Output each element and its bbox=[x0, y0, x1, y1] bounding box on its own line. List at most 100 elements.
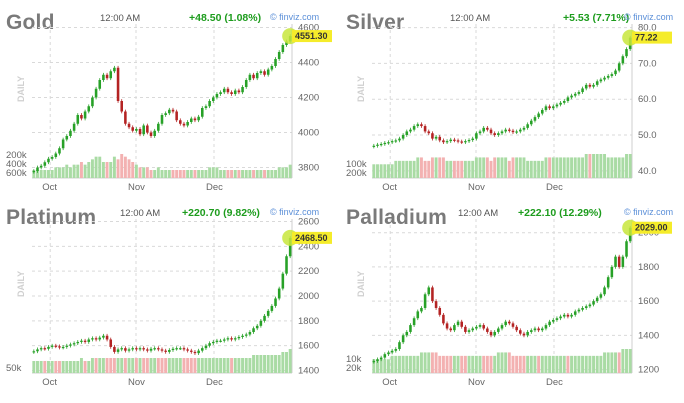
volume-bar bbox=[167, 170, 171, 178]
x-tick-label: Oct bbox=[42, 377, 57, 388]
candle-body bbox=[201, 348, 204, 351]
candle-body bbox=[113, 346, 116, 352]
finviz-brand[interactable]: © finviz.com bbox=[270, 12, 320, 22]
volume-bar bbox=[570, 157, 574, 178]
volume-bar bbox=[277, 355, 281, 373]
candle-body bbox=[131, 127, 134, 131]
candle-body bbox=[530, 120, 533, 125]
volume-bar bbox=[606, 352, 610, 373]
volume-bar bbox=[427, 160, 431, 178]
candle-body bbox=[204, 345, 208, 349]
candle-body bbox=[475, 133, 478, 139]
candle-body bbox=[91, 338, 94, 340]
volume-tick-label: 200k bbox=[346, 168, 367, 179]
chart-panel-palladium[interactable]: Palladium 12:00 AM +222.10 (12.29%) © fi… bbox=[344, 201, 678, 391]
volume-bar bbox=[621, 349, 625, 373]
volume-bar bbox=[241, 358, 245, 373]
volume-bar bbox=[412, 160, 416, 178]
y-tick-label: 1200 bbox=[638, 365, 659, 376]
volume-bar bbox=[94, 156, 98, 178]
volume-bar bbox=[263, 355, 266, 373]
volume-bar bbox=[36, 361, 39, 373]
candle-body bbox=[427, 287, 431, 295]
chart-panel-gold[interactable]: Gold 12:00 AM +48.50 (1.08%) © finviz.co… bbox=[4, 6, 338, 196]
candle-body bbox=[54, 345, 58, 347]
volume-bar bbox=[507, 160, 511, 178]
candle-body bbox=[595, 81, 599, 85]
candle-body bbox=[76, 341, 80, 344]
candle-body bbox=[409, 129, 412, 132]
candle-body bbox=[581, 307, 584, 310]
y-tick-label: 4200 bbox=[298, 93, 319, 104]
y-tick-label: 1400 bbox=[638, 330, 659, 341]
x-tick-label: Oct bbox=[382, 182, 397, 193]
volume-bar bbox=[496, 157, 500, 178]
volume-bar bbox=[427, 352, 431, 373]
finviz-brand[interactable]: © finviz.com bbox=[624, 12, 674, 22]
volume-bar bbox=[394, 160, 398, 178]
candle-body bbox=[614, 70, 617, 75]
volume-bar bbox=[449, 160, 453, 178]
candle-body bbox=[500, 325, 504, 329]
candle-body bbox=[530, 330, 533, 332]
volume-bar bbox=[592, 154, 596, 178]
candle-body bbox=[566, 314, 570, 317]
volume-bar bbox=[61, 361, 65, 373]
candle-body bbox=[420, 124, 423, 127]
volume-bar bbox=[182, 358, 186, 373]
finviz-brand[interactable]: © finviz.com bbox=[270, 207, 320, 217]
volume-bar bbox=[244, 170, 248, 178]
candle-body bbox=[87, 106, 91, 112]
candle-body bbox=[493, 133, 496, 136]
volume-bar bbox=[621, 157, 625, 178]
candle-body bbox=[614, 256, 617, 267]
candle-body bbox=[372, 361, 376, 363]
volume-bar bbox=[43, 361, 47, 373]
candlestick-chart: OctNovDec12001400160018002000DAILY20k10k… bbox=[346, 219, 672, 388]
candle-body bbox=[241, 87, 244, 93]
candle-body bbox=[285, 256, 288, 274]
candle-body bbox=[182, 348, 186, 350]
candle-body bbox=[387, 352, 390, 355]
volume-bar bbox=[419, 157, 423, 178]
candle-body bbox=[135, 129, 138, 131]
volume-bar bbox=[617, 352, 621, 373]
candle-body bbox=[102, 74, 105, 80]
candle-body bbox=[94, 88, 98, 98]
volume-bar bbox=[493, 355, 497, 373]
volume-bar bbox=[79, 162, 83, 178]
volume-bar bbox=[127, 358, 131, 373]
candle-body bbox=[164, 113, 167, 115]
volume-bar bbox=[164, 358, 168, 373]
chart-panel-platinum[interactable]: Platinum 12:00 AM +220.70 (9.82%) © finv… bbox=[4, 201, 338, 391]
candle-body bbox=[555, 104, 559, 107]
candle-body bbox=[171, 109, 175, 112]
candle-body bbox=[241, 335, 244, 337]
volume-bar bbox=[233, 170, 237, 178]
candle-body bbox=[610, 266, 614, 278]
candle-body bbox=[32, 351, 36, 353]
chart-time: 12:00 AM bbox=[450, 13, 491, 24]
candle-body bbox=[379, 357, 383, 360]
candle-body bbox=[519, 129, 522, 132]
volume-bar bbox=[248, 170, 252, 178]
volume-bar bbox=[39, 170, 43, 178]
candle-body bbox=[127, 349, 131, 351]
volume-bar bbox=[617, 157, 621, 178]
candle-body bbox=[592, 84, 595, 87]
candle-body bbox=[149, 348, 153, 351]
candle-body bbox=[566, 97, 570, 101]
chart-panel-silver[interactable]: Silver 12:00 AM +5.53 (7.71%) © finviz.c… bbox=[344, 6, 678, 196]
candle-body bbox=[102, 335, 105, 338]
volume-bar bbox=[423, 160, 427, 178]
candle-body bbox=[281, 45, 285, 52]
volume-bar bbox=[252, 355, 256, 373]
volume-bar bbox=[123, 156, 127, 178]
volume-bar bbox=[614, 352, 617, 373]
finviz-brand[interactable]: © finviz.com bbox=[624, 207, 674, 217]
volume-bar bbox=[270, 170, 274, 178]
candle-body bbox=[555, 318, 559, 320]
candle-body bbox=[69, 130, 72, 136]
volume-bar bbox=[54, 361, 58, 373]
volume-bar bbox=[208, 358, 212, 373]
